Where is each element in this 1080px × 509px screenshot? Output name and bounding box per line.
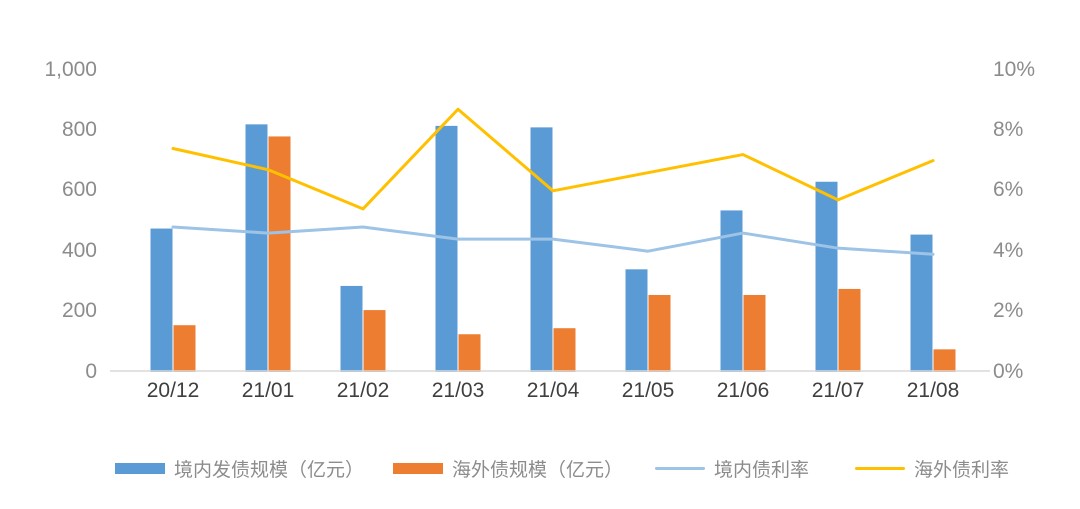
bar-overseas-20/12	[173, 325, 196, 372]
bar-overseas-21/02	[363, 310, 386, 372]
y-left-tick-1,000: 1,000	[44, 57, 97, 81]
legend-label: 境内发债规模（亿元）	[174, 459, 365, 481]
bar-domestic-21/04	[530, 127, 553, 372]
x-tick-21/07: 21/07	[811, 379, 865, 402]
bar-overseas-21/01	[268, 136, 291, 372]
legend-item-3: 境内债利率	[655, 455, 809, 481]
bar-domestic-20/12	[150, 228, 173, 372]
y-left-tick-400: 400	[61, 238, 97, 262]
y-right-tick-10%: 10%	[993, 57, 1036, 81]
legend-item-1: 境内发债规模（亿元）	[115, 455, 364, 481]
y-right-tick-4%: 4%	[993, 238, 1024, 262]
bar-overseas-21/08	[933, 349, 956, 372]
legend-label: 海外债规模（亿元）	[452, 459, 624, 481]
bar-domestic-21/08	[910, 234, 933, 372]
x-tick-21/06: 21/06	[716, 379, 770, 402]
bar-overseas-21/06	[743, 294, 766, 372]
line-domestic-rate	[171, 225, 935, 256]
bar-domestic-21/03	[435, 125, 458, 373]
bar-domestic-21/02	[340, 285, 363, 372]
line-overseas-rate	[171, 107, 935, 211]
legend-label: 海外债利率	[914, 459, 1010, 481]
y-right-tick-6%: 6%	[993, 178, 1024, 202]
bar-domestic-21/01	[245, 124, 268, 372]
legend-label: 境内债利率	[714, 459, 810, 481]
legend-swatch-bar-icon	[115, 462, 165, 474]
y-right-tick-8%: 8%	[993, 117, 1024, 141]
legend-swatch-bar-icon	[393, 462, 443, 474]
y-left-tick-800: 800	[61, 117, 97, 141]
x-tick-21/01: 21/01	[241, 379, 295, 402]
x-tick-21/05: 21/05	[621, 379, 675, 402]
y-left-tick-200: 200	[61, 299, 97, 323]
legend-item-2: 海外债规模（亿元）	[393, 455, 623, 481]
bar-domestic-21/06	[720, 210, 743, 372]
y-left-tick-0: 0	[85, 359, 97, 383]
y-left-tick-600: 600	[61, 178, 97, 202]
x-tick-21/02: 21/02	[336, 379, 390, 402]
x-tick-21/04: 21/04	[526, 379, 580, 402]
legend-swatch-line-icon	[655, 466, 705, 470]
bar-overseas-21/04	[553, 328, 576, 372]
bar-overseas-21/03	[458, 334, 481, 372]
x-tick-21/08: 21/08	[906, 379, 960, 402]
legend: 境内发债规模（亿元） 海外债规模（亿元） 境内债利率 海外债利率	[0, 455, 1080, 481]
bar-overseas-21/05	[648, 294, 671, 372]
x-tick-20/12: 20/12	[146, 379, 200, 402]
bar-domestic-21/07	[815, 181, 838, 372]
y-right-tick-2%: 2%	[993, 299, 1024, 323]
y-right-tick-0%: 0%	[993, 359, 1024, 383]
legend-swatch-line-icon	[855, 466, 905, 470]
bar-overseas-21/07	[838, 288, 861, 372]
bar-domestic-21/05	[625, 269, 648, 372]
x-tick-21/03: 21/03	[431, 379, 485, 402]
legend-item-4: 海外债利率	[855, 455, 1009, 481]
